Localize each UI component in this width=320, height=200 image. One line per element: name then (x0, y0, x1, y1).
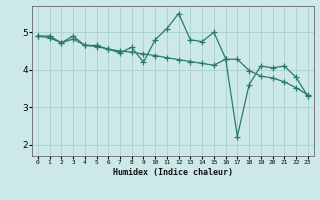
X-axis label: Humidex (Indice chaleur): Humidex (Indice chaleur) (113, 168, 233, 177)
